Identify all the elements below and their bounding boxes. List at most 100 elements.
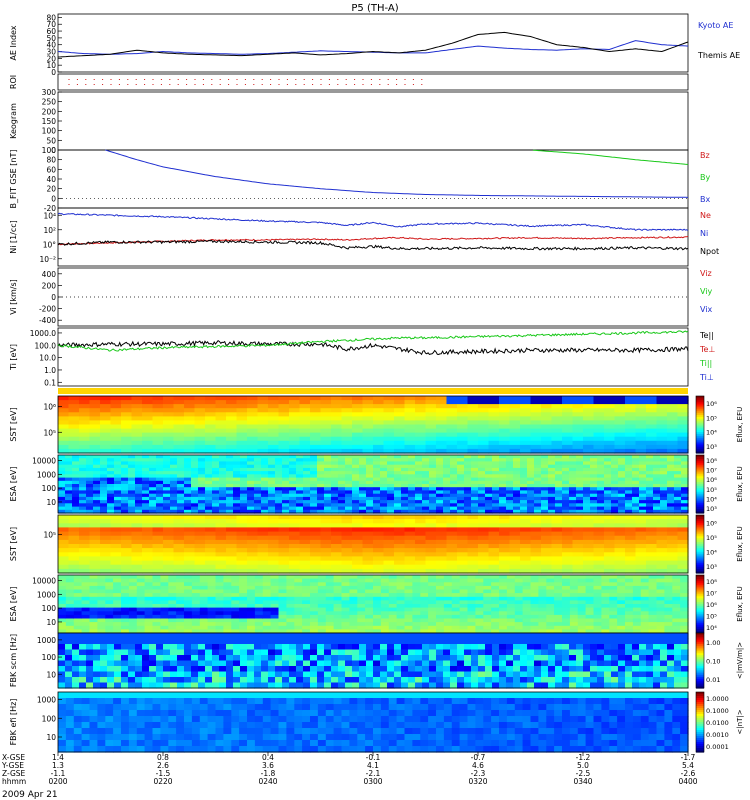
esa_full-cell [520,493,528,498]
esa_reduced-cell [136,618,146,623]
esa_full-cell [590,493,598,498]
esa_full-cell [184,509,192,514]
esa_full-cell [198,455,206,459]
esa_reduced-cell [121,582,130,587]
sst_reduced-cell [289,564,301,570]
esa_reduced-cell [569,607,579,612]
esa_reduced-cell [105,614,114,620]
sst_full-cell [677,448,689,454]
sst_reduced-cell [383,548,395,553]
sst_reduced-cell [646,515,658,520]
sst_full-cell [121,408,133,413]
esa_reduced-cell [58,582,67,587]
fbk_scm-cell [72,633,80,640]
sst_full-cell [457,420,469,426]
esa_reduced-cell [365,600,374,605]
esa_full-cell [156,490,164,495]
esa_reduced-cell [168,578,177,583]
esa_full-colorbar-tick: 10⁶ [706,476,717,484]
esa_full-cell [352,503,360,508]
esa_reduced-cell [514,585,524,591]
esa_full-cell [254,480,262,485]
esa_reduced-cell [207,582,217,587]
esa_reduced-cell [286,611,295,616]
esa_reduced-cell [467,593,476,598]
esa_full-cell [114,474,122,479]
sst_full-cell [404,444,416,450]
sst_reduced-cell [583,539,595,545]
roi-dot [68,84,70,85]
esa_reduced-cell [215,596,224,601]
sst_reduced-cell [163,544,175,549]
esa_reduced-cell [176,604,185,609]
esa_reduced-cell [585,629,595,634]
esa_full-cell [233,467,241,472]
esa_full-cell [254,464,262,469]
esa_full-cell [590,487,598,491]
esa_full-cell [632,461,640,466]
sst_reduced-cell [614,535,626,541]
sst_full-cell [457,408,469,413]
sst_reduced-cell [551,523,563,528]
sst_reduced-cell [499,531,511,537]
esa_reduced-cell [215,614,224,620]
sst_reduced-cell [625,560,637,566]
sst_reduced-cell [152,552,164,557]
esa_reduced-cell [522,611,532,616]
esa_reduced-cell [404,589,413,594]
fbk_scm-cell [65,677,73,684]
esa_reduced-cell [58,625,67,630]
sst_reduced-colorbar-step [696,563,704,566]
sst_reduced-cell [509,539,521,545]
roi-dot [219,84,221,85]
esa_reduced-cell [491,585,500,591]
esa_full-cell [121,506,129,511]
esa_full-cell [457,458,465,462]
esa_reduced-cell [199,629,209,634]
sst_full-cell [593,416,605,422]
esa_full-cell [296,484,304,488]
density-series-1 [57,212,689,231]
esa_reduced-cell [58,622,67,627]
esa_reduced-cell [223,582,232,587]
esa_full-cell [65,509,73,514]
roi-dot [102,84,104,85]
esa_full-cell [429,506,437,511]
sst_reduced-cell [362,531,374,537]
esa_full-cell [506,487,514,491]
esa_reduced-cell [294,611,303,616]
esa_full-cell [590,455,598,459]
bfit-ytick-label: 100 [42,146,57,155]
esa_full-cell [422,487,430,491]
esa_full-cell [408,477,416,482]
esa_reduced-cell [89,596,98,601]
sst_reduced-cell [205,556,217,562]
sst_reduced-cell [478,560,490,566]
sst_reduced-cell [614,560,626,566]
sst_reduced-cell [341,556,353,562]
esa_reduced-cell [459,625,469,630]
esa_reduced-cell [278,585,287,591]
sst_full-cell [656,404,668,409]
sst_full-cell [58,424,70,430]
esa_full-cell [226,496,234,501]
esa_reduced-cell [475,575,484,580]
sst_full-cell [100,412,112,417]
sst_reduced-cell [79,552,91,557]
esa_reduced-cell [373,575,382,580]
sst_full-cell [583,412,595,417]
esa_full-cell [520,464,528,469]
esa_full-colorbar-step [696,495,704,499]
esa_full-cell [653,477,661,482]
esa_reduced-cell [278,625,287,630]
esa_reduced-cell [664,622,673,627]
fbk_scm-cell [65,671,73,678]
sst_reduced-cell [499,556,511,562]
esa_reduced-cell [593,589,602,594]
sst_reduced-cell [215,531,227,537]
esa_full-cell [387,458,395,462]
esa_full-cell [450,467,458,472]
esa_full-cell [450,464,458,469]
esa_full-cell [93,464,101,469]
esa_full-cell [380,474,388,479]
